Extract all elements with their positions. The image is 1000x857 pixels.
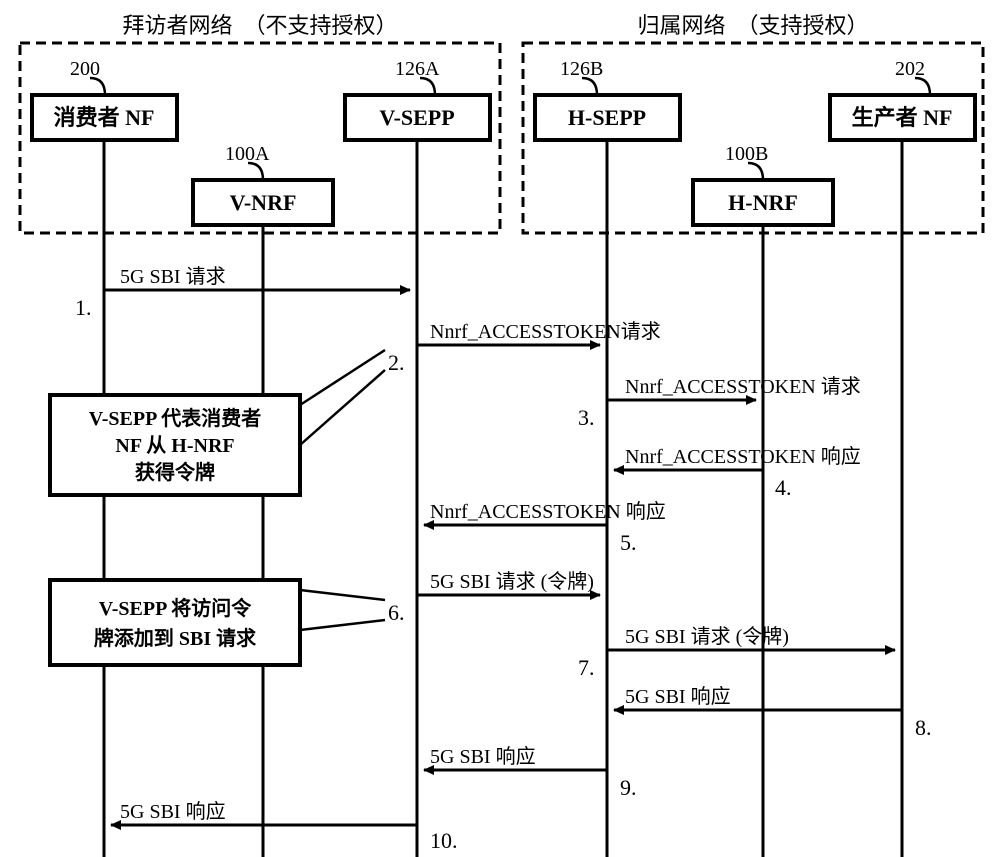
message-4: Nnrf_ACCESSTOKEN 响应 4.: [614, 445, 861, 500]
message-10: 5G SBI 响应 10.: [111, 800, 458, 853]
svg-text:10.: 10.: [430, 828, 458, 853]
svg-text:Nnrf_ACCESSTOKEN 响应: Nnrf_ACCESSTOKEN 响应: [625, 445, 861, 468]
actor-producer-label: 生产者 NF: [852, 105, 953, 130]
message-8: 5G SBI 响应 8.: [614, 685, 932, 740]
note-add-token: V-SEPP 将访问令 牌添加到 SBI 请求: [50, 580, 385, 665]
actor-vnrf: 100A V-NRF: [193, 143, 333, 857]
message-9: 5G SBI 响应 9.: [424, 745, 637, 800]
svg-text:Nnrf_ACCESSTOKEN 响应: Nnrf_ACCESSTOKEN 响应: [430, 500, 666, 523]
svg-text:5G SBI 响应: 5G SBI 响应: [430, 745, 536, 768]
actor-vsepp: 126A V-SEPP: [345, 58, 490, 857]
actor-hnrf-id: 100B: [725, 143, 768, 165]
svg-text:6.: 6.: [388, 600, 405, 625]
visitor-network-title: 拜访者网络 （不支持授权）: [122, 13, 397, 38]
svg-text:4.: 4.: [775, 475, 792, 500]
home-network-title: 归属网络 （支持授权）: [637, 13, 868, 38]
message-7: 5G SBI 请求 (令牌) 7.: [578, 625, 895, 680]
svg-text:1.: 1.: [75, 295, 92, 320]
message-6: 5G SBI 请求 (令牌) 6.: [388, 570, 600, 625]
actor-vsepp-label: V-SEPP: [379, 105, 454, 130]
actor-hsepp-id: 126B: [560, 58, 603, 80]
message-1: 5G SBI 请求 1.: [75, 265, 410, 320]
actor-producer-id: 202: [895, 58, 925, 80]
note-obtain-token: V-SEPP 代表消费者 NF 从 H-NRF 获得令牌: [50, 350, 385, 495]
message-2: Nnrf_ACCESSTOKEN请求 2.: [388, 320, 661, 375]
svg-text:NF 从 H-NRF: NF 从 H-NRF: [115, 434, 234, 457]
svg-text:3.: 3.: [578, 405, 595, 430]
svg-text:牌添加到 SBI 请求: 牌添加到 SBI 请求: [94, 626, 257, 650]
svg-text:5G SBI 请求 (令牌): 5G SBI 请求 (令牌): [625, 625, 789, 648]
actor-hnrf: 100B H-NRF: [693, 143, 833, 857]
svg-text:7.: 7.: [578, 655, 595, 680]
actor-consumer-label: 消费者 NF: [54, 105, 155, 130]
svg-text:5G SBI 响应: 5G SBI 响应: [120, 800, 226, 823]
svg-text:5.: 5.: [620, 530, 637, 555]
actor-vnrf-label: V-NRF: [230, 190, 297, 215]
svg-text:2.: 2.: [388, 350, 405, 375]
actor-vnrf-id: 100A: [225, 143, 270, 165]
actor-hnrf-label: H-NRF: [728, 190, 798, 215]
svg-text:获得令牌: 获得令牌: [135, 460, 215, 484]
svg-text:V-SEPP 代表消费者: V-SEPP 代表消费者: [89, 406, 261, 430]
sequence-diagram: 拜访者网络 （不支持授权） 归属网络 （支持授权） 200 消费者 NF 100…: [0, 0, 1000, 857]
message-5: Nnrf_ACCESSTOKEN 响应 5.: [424, 500, 666, 555]
message-3: Nnrf_ACCESSTOKEN 请求 3.: [578, 375, 861, 430]
svg-text:V-SEPP 将访问令: V-SEPP 将访问令: [99, 596, 252, 620]
actor-hsepp-label: H-SEPP: [568, 105, 646, 130]
svg-text:8.: 8.: [915, 715, 932, 740]
svg-text:5G SBI 响应: 5G SBI 响应: [625, 685, 731, 708]
svg-text:Nnrf_ACCESSTOKEN 请求: Nnrf_ACCESSTOKEN 请求: [625, 375, 861, 398]
actor-consumer-id: 200: [70, 58, 100, 80]
actor-vsepp-id: 126A: [395, 58, 440, 80]
svg-text:9.: 9.: [620, 775, 637, 800]
svg-text:Nnrf_ACCESSTOKEN请求: Nnrf_ACCESSTOKEN请求: [430, 320, 661, 343]
svg-text:5G SBI 请求 (令牌): 5G SBI 请求 (令牌): [430, 570, 594, 593]
svg-text:5G SBI 请求: 5G SBI 请求: [120, 265, 226, 288]
